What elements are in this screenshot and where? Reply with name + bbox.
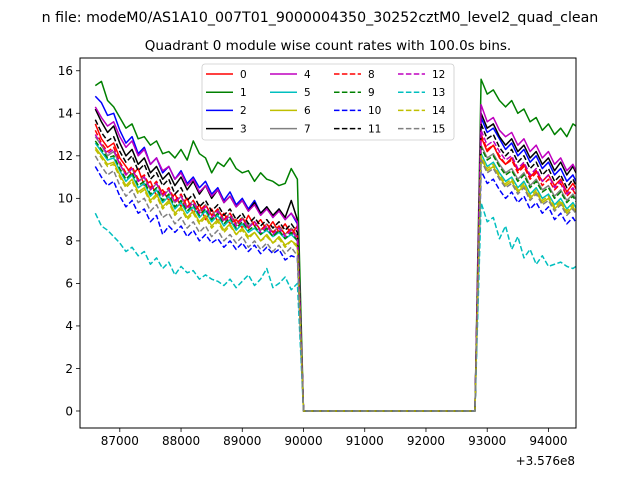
x-tick-label: 93000	[468, 434, 506, 448]
x-tick-label: 89000	[223, 434, 261, 448]
x-offset-label: +3.576e8	[516, 454, 575, 468]
x-tick-label: 88000	[162, 434, 200, 448]
x-tick-label: 92000	[407, 434, 445, 448]
figure-suptitle: n file: modeM0/AS1A10_007T01_9000004350_…	[42, 10, 599, 26]
legend-label-5: 5	[304, 87, 311, 99]
legend-label-8: 8	[368, 69, 375, 81]
legend-label-14: 14	[432, 105, 446, 117]
legend-label-1: 1	[240, 87, 247, 99]
y-tick-label: 16	[58, 64, 73, 78]
series-line-9	[94, 140, 576, 412]
x-tick-label: 94000	[529, 434, 567, 448]
y-axis: 0 2 4 6 8 10 12 14 16	[58, 64, 80, 418]
chart-title: Quadrant 0 module wise count rates with …	[145, 38, 511, 54]
y-tick-label: 8	[65, 234, 73, 248]
y-tick-label: 0	[65, 404, 73, 418]
y-tick-label: 6	[65, 277, 73, 291]
legend-label-3: 3	[240, 123, 247, 135]
series-line-15	[94, 155, 576, 412]
x-tick-label: 91000	[346, 434, 384, 448]
y-tick-label: 12	[58, 149, 73, 163]
series-line-13	[94, 201, 576, 412]
plot-area	[94, 78, 576, 412]
axes-frame	[79, 57, 577, 429]
y-tick-label: 4	[65, 319, 73, 333]
legend-label-4: 4	[304, 69, 311, 81]
legend-label-15: 15	[432, 123, 445, 135]
legend-box	[201, 63, 455, 141]
legend-label-7: 7	[304, 123, 311, 135]
legend-label-12: 12	[432, 69, 445, 81]
legend-label-6: 6	[304, 105, 311, 117]
series-line-5	[94, 142, 576, 412]
x-tick-label: 90000	[284, 434, 322, 448]
series-line-0	[94, 123, 576, 412]
legend-label-0: 0	[240, 69, 247, 81]
x-tick-label: 87000	[101, 434, 139, 448]
series-line-11	[94, 119, 576, 412]
legend-label-2: 2	[240, 105, 247, 117]
y-tick-label: 14	[58, 107, 73, 121]
y-tick-label: 2	[65, 362, 73, 376]
x-axis: 87000 88000 89000 90000 91000 92000 93000 94000	[101, 428, 568, 448]
legend-label-9: 9	[368, 87, 375, 99]
legend-label-13: 13	[432, 87, 445, 99]
legend-label-11: 11	[368, 123, 381, 135]
y-tick-label: 10	[58, 192, 73, 206]
legend-label-10: 10	[368, 105, 381, 117]
